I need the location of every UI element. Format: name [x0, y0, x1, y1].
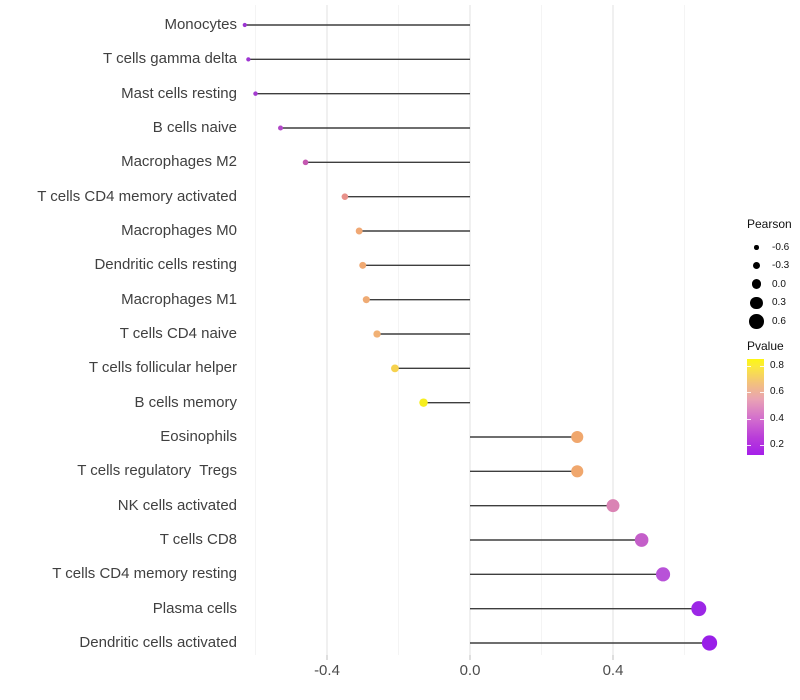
pearson-legend-dot [751, 279, 762, 290]
pvalue-colorbar-label: 0.8 [770, 360, 784, 371]
lollipop-dot [359, 261, 367, 269]
lollipop-dot [302, 159, 309, 166]
pvalue-legend-title: Pvalue [747, 339, 784, 353]
pvalue-colorbar-tick [760, 366, 764, 367]
pearson-size-legend: Pearson -0.6 -0.3 0.0 0.3 0.6 [747, 217, 792, 331]
pvalue-colorbar-tick [760, 419, 764, 420]
y-axis-label: Macrophages M2 [121, 153, 237, 171]
pearson-legend-label: 0.0 [772, 278, 786, 290]
pearson-legend-entries: -0.6 -0.3 0.0 0.3 0.6 [747, 238, 792, 331]
y-axis-label: T cells regulatory Tregs [77, 462, 237, 480]
y-axis-label: T cells CD4 naive [119, 324, 237, 342]
pearson-legend-dot [749, 313, 764, 329]
x-axis-tick-label: 0.0 [459, 662, 481, 679]
y-axis-label: T cells gamma delta [103, 50, 237, 68]
pearson-legend-label: 0.3 [772, 297, 786, 309]
lollipop-dot [341, 193, 349, 200]
lollipop-dot [373, 330, 381, 338]
y-axis-label: T cells CD8 [159, 530, 237, 548]
lollipop-dot [246, 57, 251, 62]
y-axis-label: Mast cells resting [121, 84, 237, 102]
lollipop-dot [419, 398, 428, 407]
y-axis-label: B cells memory [134, 393, 237, 411]
y-axis-label: Macrophages M0 [121, 221, 237, 239]
y-axis-label: Dendritic cells resting [94, 256, 237, 274]
y-axis-label: B cells naive [152, 118, 237, 136]
pearson-legend-entry: -0.6 [747, 238, 792, 257]
pvalue-colorbar-gradient [747, 359, 764, 455]
lollipop-dot [655, 567, 671, 582]
lollipop-dot [242, 22, 247, 28]
pearson-legend-dot [750, 296, 763, 309]
lollipop-dot [391, 364, 399, 373]
pearson-legend-entry: 0.0 [747, 275, 792, 294]
lollipop-dot [571, 430, 584, 444]
y-axis-label: Monocytes [164, 16, 237, 33]
x-axis-tick-label: -0.4 [314, 662, 340, 679]
y-axis-label: T cells follicular helper [88, 359, 237, 377]
pvalue-colorbar-tick [747, 445, 751, 446]
lollipop-dot [691, 601, 707, 617]
pearson-legend-entry: 0.3 [747, 294, 792, 313]
y-axis-label: T cells CD4 memory resting [52, 565, 237, 583]
y-axis-label: T cells CD4 memory activated [37, 187, 237, 205]
pvalue-colorbar-label: 0.4 [770, 413, 784, 424]
y-axis-label: Plasma cells [152, 599, 237, 617]
lollipop-dot [606, 499, 620, 513]
lollipop-dot [362, 296, 370, 304]
y-axis-label: Dendritic cells activated [79, 633, 237, 651]
pearson-legend-label: -0.3 [772, 260, 790, 272]
x-axis-tick-label: 0.4 [602, 662, 624, 679]
pearson-legend-dot [754, 245, 759, 250]
pearson-legend-entry: 0.6 [747, 312, 792, 331]
lollipop-dot [355, 227, 363, 235]
pearson-legend-entry: -0.3 [747, 257, 792, 276]
pearson-legend-label: 0.6 [772, 315, 786, 327]
lollipop-dot [634, 533, 649, 547]
pvalue-colorbar-tick [747, 419, 751, 420]
y-axis-label: Eosinophils [160, 427, 237, 445]
lollipop-dot [571, 465, 584, 478]
y-axis-label: Macrophages M1 [121, 290, 237, 308]
pvalue-colorbar-label: 0.2 [770, 439, 784, 450]
y-axis-label: NK cells activated [117, 496, 237, 514]
lollipop-dot [278, 125, 284, 131]
pearson-legend-label: -0.6 [772, 241, 790, 253]
pvalue-colorbar-tick [760, 445, 764, 446]
pvalue-colorbar-tick [760, 392, 764, 393]
pvalue-colorbar-wrap: 0.8 0.6 0.4 0.2 [747, 359, 784, 455]
pvalue-colorbar-tick [747, 392, 751, 393]
pearson-legend-title: Pearson [747, 217, 792, 231]
lollipop-dot [701, 635, 718, 651]
pvalue-colorbar-tick [747, 366, 751, 367]
pearson-legend-dot [753, 262, 760, 270]
pvalue-color-legend: Pvalue 0.8 0.6 0.4 0.2 [747, 339, 784, 455]
pvalue-colorbar-label: 0.6 [770, 386, 784, 397]
lollipop-dot [253, 91, 258, 96]
